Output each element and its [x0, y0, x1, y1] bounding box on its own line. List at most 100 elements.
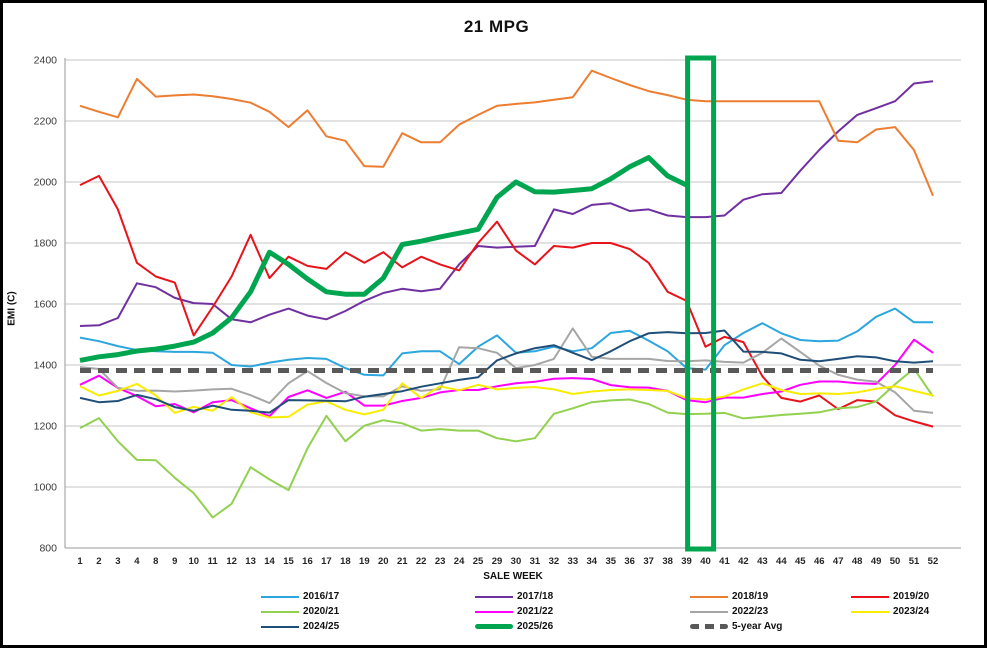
x-axis-tick-labels: 1 2 3 4 8 9 10 11 12 13 14 15 16 17 18 19 20 21 22 23 24 25 29… [77, 556, 938, 567]
legend-swatch [261, 625, 299, 628]
y-tick-label: 2000 [34, 177, 58, 189]
x-tick-label: 11 [208, 556, 219, 567]
x-axis-title: SALE WEEK [483, 571, 543, 582]
series-line-2018-19 [79, 69, 934, 197]
series-line-2021-22 [79, 338, 934, 418]
legend-label: 2021/22 [517, 606, 554, 617]
x-tick-label: 35 [605, 556, 616, 567]
x-tick-label: 49 [871, 556, 882, 567]
x-tick-label: 21 [397, 556, 408, 567]
legend-label: 2017/18 [517, 591, 554, 602]
legend-item-2023-24: 2023/24 [851, 604, 929, 619]
series-line-2023-24 [79, 382, 934, 419]
legend-label: 2019/20 [893, 591, 930, 602]
y-tick-label: 1600 [34, 299, 58, 311]
series-line-2019-20 [79, 174, 934, 428]
x-tick-label: 4 [134, 556, 140, 567]
x-tick-label: 44 [776, 556, 787, 567]
legend-swatch [851, 610, 889, 613]
x-tick-label: 17 [321, 556, 332, 567]
x-tick-label: 29 [492, 556, 503, 567]
highlight-box-week-39-40 [685, 55, 717, 552]
y-tick-label: 1200 [34, 421, 58, 433]
legend-item-2025-26: 2025/26 [475, 619, 553, 634]
x-tick-label: 42 [738, 556, 749, 567]
x-tick-label: 34 [586, 556, 597, 567]
x-tick-label: 24 [454, 556, 465, 567]
legend-row: 2020/21 2021/22 2022/23 2023/24 [258, 604, 958, 619]
legend-item-2018-19: 2018/19 [690, 589, 768, 604]
legend-swatch [475, 595, 513, 598]
legend-label: 2020/21 [303, 606, 340, 617]
x-tick-label: 51 [909, 556, 920, 567]
x-tick-label: 37 [643, 556, 654, 567]
x-tick-label: 15 [283, 556, 294, 567]
y-tick-label: 1400 [34, 360, 58, 372]
series-line-2020-21 [79, 367, 934, 519]
x-tick-label: 30 [511, 556, 522, 567]
x-tick-label: 19 [359, 556, 370, 567]
legend-item-2019-20: 2019/20 [851, 589, 929, 604]
x-tick-label: 25 [473, 556, 484, 567]
x-tick-label: 14 [264, 556, 275, 567]
axes [64, 58, 961, 549]
x-tick-label: 48 [852, 556, 863, 567]
x-tick-label: 13 [245, 556, 256, 567]
x-tick-label: 20 [378, 556, 389, 567]
x-tick-label: 47 [833, 556, 844, 567]
legend-item-5-year-avg: 5-year Avg [690, 619, 782, 634]
y-tick-label: 1800 [34, 238, 58, 250]
legend-swatch [475, 610, 513, 613]
x-tick-label: 23 [435, 556, 446, 567]
legend-label: 2025/26 [517, 621, 554, 632]
legend-swatch [690, 595, 728, 598]
legend-item-2022-23: 2022/23 [690, 604, 768, 619]
x-tick-label: 38 [662, 556, 673, 567]
x-tick-label: 16 [302, 556, 313, 567]
y-tick-label: 1000 [34, 482, 58, 494]
legend-label: 5-year Avg [732, 621, 783, 632]
x-tick-label: 39 [681, 556, 692, 567]
x-tick-label: 41 [719, 556, 730, 567]
series-line-2016-17 [79, 307, 933, 377]
series-line-2024-25 [79, 329, 934, 414]
legend-row: 2024/25 2025/26 5-year Avg [258, 619, 958, 634]
legend-item-2017-18: 2017/18 [475, 589, 553, 604]
x-tick-label: 9 [172, 556, 177, 567]
x-tick-label: 32 [549, 556, 560, 567]
y-tick-label: 800 [39, 543, 57, 555]
x-tick-label: 50 [890, 556, 901, 567]
legend-swatch [851, 595, 889, 598]
legend-label: 2023/24 [893, 606, 930, 617]
legend-swatch [475, 624, 513, 629]
legend-item-2021-22: 2021/22 [475, 604, 553, 619]
x-tick-label: 3 [115, 556, 120, 567]
x-tick-label: 52 [928, 556, 939, 567]
x-tick-label: 18 [340, 556, 351, 567]
x-tick-label: 10 [188, 556, 199, 567]
x-tick-label: 33 [568, 556, 579, 567]
series-line-2025-26 [79, 155, 688, 363]
legend-item-2016-17: 2016/17 [261, 589, 339, 604]
x-tick-label: 40 [700, 556, 711, 567]
x-tick-label: 46 [814, 556, 825, 567]
series-line-2017-18 [79, 80, 934, 327]
x-tick-label: 8 [153, 556, 158, 567]
y-tick-label: 2400 [34, 55, 58, 67]
legend-row: 2016/17 2017/18 2018/19 2019/20 [258, 589, 958, 604]
series-line-2022-23 [79, 327, 934, 414]
y-tick-label: 2200 [34, 116, 58, 128]
y-axis-title: EMI (C) [6, 291, 18, 326]
legend-item-2020-21: 2020/21 [261, 604, 339, 619]
x-tick-label: 43 [757, 556, 768, 567]
legend-swatch [690, 624, 728, 629]
x-tick-label: 1 [77, 556, 83, 567]
legend-swatch [261, 595, 299, 598]
legend-swatch [690, 610, 728, 613]
chart-title: 21 MPG [463, 17, 530, 36]
x-tick-label: 2 [96, 556, 101, 567]
legend-label: 2016/17 [303, 591, 340, 602]
x-tick-label: 31 [530, 556, 541, 567]
